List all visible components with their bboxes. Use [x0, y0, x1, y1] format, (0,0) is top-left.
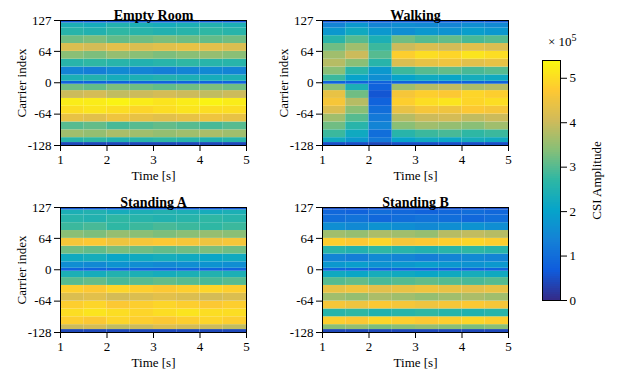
- svg-text:-64: -64: [34, 106, 52, 121]
- svg-text:Time [s]: Time [s]: [394, 355, 438, 370]
- svg-text:3: 3: [570, 159, 577, 174]
- svg-text:-128: -128: [28, 138, 52, 153]
- svg-text:2: 2: [366, 339, 373, 354]
- html-text:× 10: × 10: [548, 34, 572, 50]
- svg-text:Empty Room: Empty Room: [114, 8, 194, 23]
- svg-text:0: 0: [307, 262, 314, 277]
- svg-text:127: 127: [294, 13, 314, 28]
- svg-text:0: 0: [45, 262, 52, 277]
- svg-text:127: 127: [32, 200, 52, 215]
- svg-text:5: 5: [243, 152, 250, 167]
- svg-text:1: 1: [319, 152, 326, 167]
- svg-text:0: 0: [45, 75, 52, 90]
- svg-text:1: 1: [570, 248, 577, 263]
- svg-text:2: 2: [570, 204, 577, 219]
- svg-text:Carrier index: Carrier index: [276, 48, 291, 117]
- svg-text:2: 2: [104, 339, 111, 354]
- svg-text:5: 5: [243, 339, 250, 354]
- svg-text:Walking: Walking: [390, 8, 441, 23]
- svg-text:CSI Amplitude: CSI Amplitude: [589, 141, 604, 220]
- svg-text:4: 4: [459, 152, 466, 167]
- svg-text:1: 1: [57, 339, 64, 354]
- svg-text:64: 64: [39, 231, 53, 246]
- svg-text:0: 0: [307, 75, 314, 90]
- svg-text:2: 2: [104, 152, 111, 167]
- svg-text:-64: -64: [34, 293, 52, 308]
- svg-text:3: 3: [150, 152, 157, 167]
- svg-text:1: 1: [57, 152, 64, 167]
- svg-text:-128: -128: [290, 325, 314, 340]
- svg-text:5: 5: [570, 70, 577, 85]
- svg-text:-64: -64: [296, 293, 314, 308]
- svg-text:Standing B: Standing B: [382, 195, 449, 210]
- svg-text:Time [s]: Time [s]: [132, 355, 176, 370]
- svg-text:127: 127: [32, 13, 52, 28]
- svg-text:5: 5: [505, 339, 512, 354]
- svg-text:4: 4: [570, 115, 577, 130]
- svg-text:-128: -128: [290, 138, 314, 153]
- svg-text:Carrier index: Carrier index: [14, 235, 29, 304]
- svg-text:-64: -64: [296, 106, 314, 121]
- svg-text:64: 64: [301, 44, 315, 59]
- svg-text:2: 2: [366, 152, 373, 167]
- svg-text:4: 4: [197, 152, 204, 167]
- svg-text:0: 0: [570, 293, 577, 308]
- svg-text:127: 127: [294, 200, 314, 215]
- svg-text:64: 64: [301, 231, 315, 246]
- svg-text:Time [s]: Time [s]: [394, 168, 438, 183]
- svg-text:1: 1: [319, 339, 326, 354]
- svg-text:3: 3: [412, 339, 419, 354]
- svg-text:Standing A: Standing A: [120, 195, 187, 210]
- svg-text:3: 3: [412, 152, 419, 167]
- html-text:5: 5: [571, 32, 577, 43]
- svg-text:4: 4: [197, 339, 204, 354]
- svg-text:4: 4: [459, 339, 466, 354]
- svg-text:-128: -128: [28, 325, 52, 340]
- svg-text:3: 3: [150, 339, 157, 354]
- svg-text:5: 5: [505, 152, 512, 167]
- svg-text:Time [s]: Time [s]: [132, 168, 176, 183]
- svg-text:Carrier index: Carrier index: [14, 48, 29, 117]
- svg-text:64: 64: [39, 44, 53, 59]
